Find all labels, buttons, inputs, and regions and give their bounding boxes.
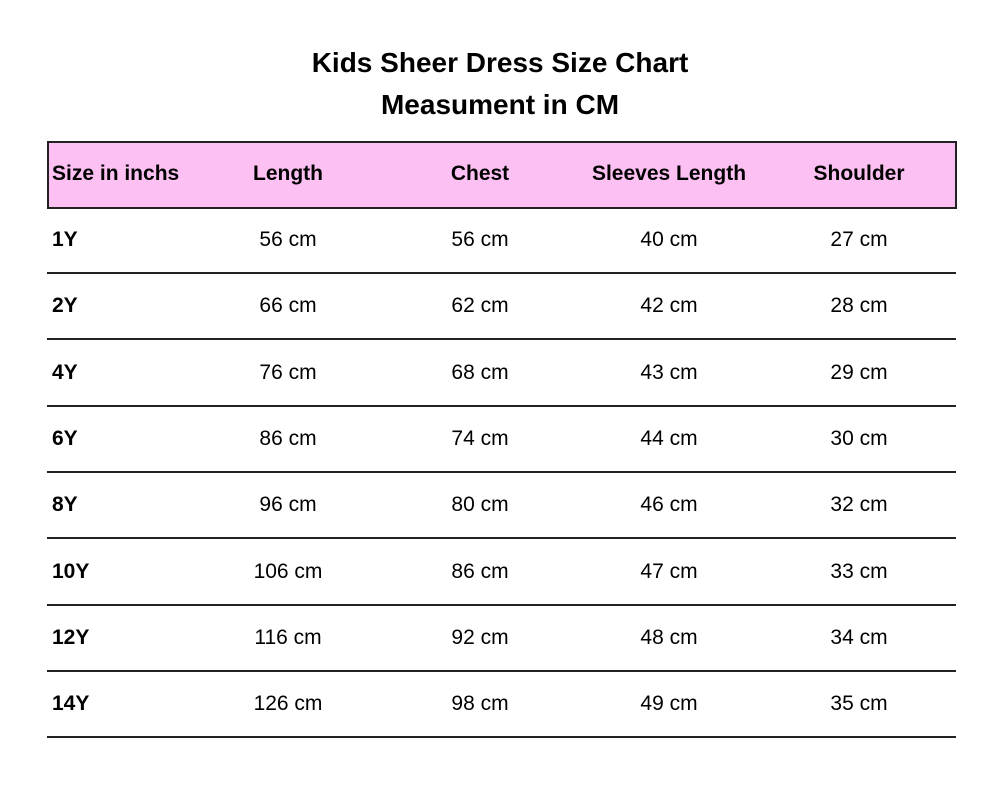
row-label: 4Y: [52, 360, 78, 384]
cell: 76 cm: [259, 360, 317, 384]
cell: 92 cm: [451, 625, 509, 649]
row-divider: [47, 736, 956, 739]
cell: 27 cm: [830, 228, 888, 251]
header-row: [47, 141, 957, 209]
row-label: 6Y: [52, 426, 78, 450]
cell: 74 cm: [451, 426, 509, 450]
column-header: Size in inchs: [52, 162, 180, 185]
cell: 40 cm: [640, 228, 698, 251]
column-header: Shoulder: [813, 162, 905, 185]
cell: 46 cm: [640, 493, 698, 517]
cell: 56 cm: [451, 228, 509, 251]
title: Kids Sheer Dress Size Chart: [311, 47, 689, 78]
cell: 86 cm: [451, 559, 509, 583]
cell: 80 cm: [451, 493, 509, 517]
cell: 126 cm: [253, 692, 323, 716]
cell: 28 cm: [830, 294, 888, 318]
cell: 98 cm: [451, 692, 509, 716]
cell: 43 cm: [640, 360, 698, 384]
row-label: 12Y: [52, 625, 90, 649]
column-header: Sleeves Length: [591, 162, 747, 185]
cell: 68 cm: [451, 360, 509, 384]
cell: 106 cm: [253, 559, 323, 583]
row-label: 8Y: [52, 493, 78, 517]
row-label: 14Y: [52, 692, 90, 716]
subtitle: Measument in CM: [380, 89, 620, 120]
row-divider: [47, 272, 956, 274]
row-divider: [47, 603, 956, 606]
row-label: 1Y: [52, 228, 78, 251]
cell: 96 cm: [259, 493, 317, 517]
cell: 35 cm: [830, 692, 888, 716]
cell: 32 cm: [830, 493, 888, 517]
row-divider: [47, 537, 956, 540]
cell: 42 cm: [640, 294, 698, 318]
cell: 34 cm: [830, 625, 888, 649]
row-divider: [47, 404, 956, 407]
row-label: 10Y: [52, 559, 90, 583]
cell: 33 cm: [830, 559, 888, 583]
cell: 48 cm: [640, 625, 698, 649]
row-divider: [47, 338, 956, 341]
cell: 66 cm: [259, 294, 317, 318]
cell: 30 cm: [830, 426, 888, 450]
column-header: Length: [253, 162, 323, 185]
cell: 47 cm: [640, 559, 698, 583]
cell: 62 cm: [451, 294, 509, 318]
cell: 116 cm: [254, 625, 322, 649]
column-header: Chest: [450, 162, 510, 185]
row-divider: [47, 669, 956, 672]
cell: 44 cm: [640, 426, 698, 450]
cell: 86 cm: [259, 426, 317, 450]
row-label: 2Y: [52, 294, 78, 318]
row-divider: [47, 470, 956, 473]
cell: 49 cm: [640, 692, 698, 716]
cell: 29 cm: [830, 360, 888, 384]
cell: 56 cm: [259, 228, 317, 251]
